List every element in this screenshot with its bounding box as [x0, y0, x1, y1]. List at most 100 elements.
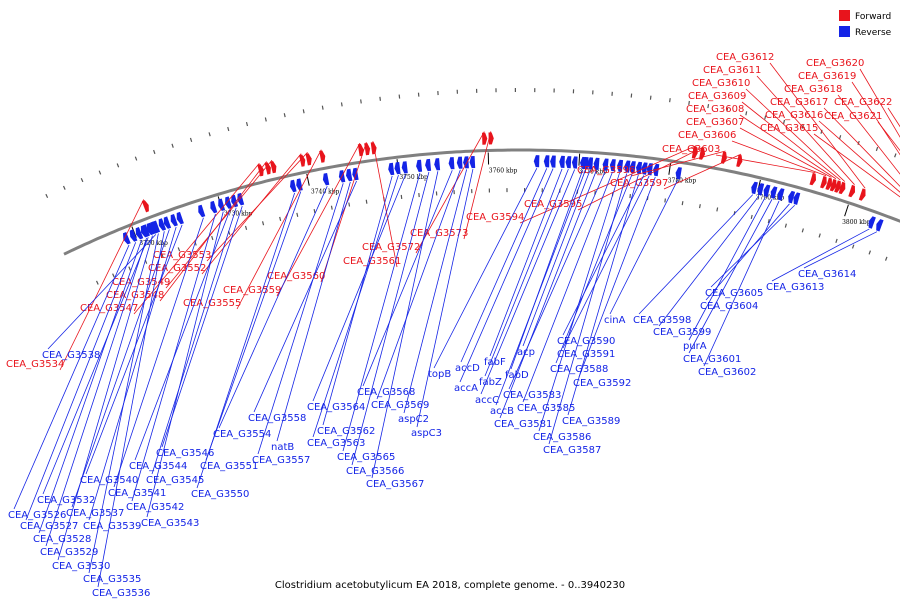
reverse-gene-label: accA	[454, 383, 478, 394]
track-dash	[750, 214, 753, 220]
forward-gene-leader	[415, 131, 485, 254]
reverse-gene-arrow	[150, 221, 158, 234]
reverse-gene-label: CEA_G3598	[633, 315, 691, 326]
forward-gene-label: CEA_G3611	[703, 65, 761, 76]
track-dash	[835, 238, 838, 243]
track-dash	[698, 204, 701, 209]
forward-gene-leader	[206, 152, 308, 262]
reverse-gene-label: CEA_G3583	[503, 390, 561, 401]
reverse-gene-label: CEA_G3588	[550, 364, 608, 375]
track-dash	[820, 129, 823, 134]
forward-gene-label: CEA_G3617	[770, 97, 828, 108]
reverse-gene-leader	[42, 237, 149, 495]
track-dash	[764, 115, 767, 120]
reverse-gene-arrow	[636, 161, 643, 175]
reverse-gene-label: CEA_G3543	[141, 518, 199, 529]
reverse-gene-leader	[538, 172, 620, 432]
reverse-gene-arrow	[582, 157, 589, 170]
forward-gene-label: CEA_G3622	[834, 97, 892, 108]
track-dash	[245, 122, 249, 127]
reverse-gene-leader	[416, 168, 474, 428]
track-dash	[348, 202, 351, 207]
reverse-gene-leader	[97, 231, 165, 588]
forward-gene-arrow	[264, 162, 271, 175]
forward-gene-label: CEA_G3612	[716, 52, 774, 63]
forward-gene-leader	[823, 107, 900, 187]
forward-gene-label: CEA_G3560	[267, 271, 325, 282]
reverse-gene-label: CEA_G3535	[83, 574, 141, 585]
reverse-gene-leader	[710, 204, 795, 288]
reverse-gene-arrow	[401, 161, 408, 174]
forward-gene-arrow	[834, 180, 841, 193]
reverse-gene-leader	[257, 183, 344, 455]
track-dash	[134, 156, 138, 161]
reverse-gene-leader	[688, 199, 773, 354]
legend-forward-label: Forward	[855, 12, 891, 22]
reverse-gene-leader	[499, 170, 597, 419]
forward-gene-label: CEA_G3615	[760, 123, 818, 134]
reverse-gene-label: CEA_G3566	[346, 466, 404, 477]
forward-gene-arrow	[299, 154, 306, 167]
reverse-gene-arrow	[646, 163, 653, 176]
reverse-gene-arrow	[624, 160, 631, 173]
reverse-gene-leader	[688, 197, 766, 341]
reverse-gene-leader	[312, 174, 406, 402]
reverse-gene-arrow	[170, 214, 178, 227]
reverse-gene-label: natB	[271, 442, 294, 453]
reverse-gene-label: CEA_G3565	[337, 452, 395, 463]
reverse-gene-leader	[548, 173, 628, 445]
forward-gene-leader	[59, 199, 145, 371]
scale-tick-label: 3730 kbp	[224, 211, 253, 218]
forward-gene-arrow	[141, 200, 149, 213]
forward-gene-label: CEA_G3610	[692, 78, 750, 89]
reverse-gene-arrow	[617, 159, 624, 172]
reverse-gene-leader	[13, 244, 130, 510]
forward-gene-arrow	[364, 143, 371, 156]
track-dash	[128, 266, 131, 271]
track-dash	[688, 100, 690, 106]
reverse-gene-arrow	[129, 229, 138, 242]
reverse-gene-arrow	[469, 156, 476, 169]
reverse-gene-arrow	[231, 194, 239, 208]
forward-gene-arrow	[829, 179, 837, 192]
reverse-gene-leader	[57, 235, 153, 561]
reverse-gene-label: CEA_G3541	[108, 488, 166, 499]
reverse-gene-arrow	[609, 159, 616, 172]
track-dash	[857, 140, 860, 145]
reverse-gene-label: CEA_G3554	[213, 429, 271, 440]
forward-gene-label: CEA_G3559	[223, 285, 281, 296]
forward-gene-label: CEA_G3534	[6, 359, 64, 370]
reverse-gene-label: CEA_G3539	[83, 521, 141, 532]
forward-gene-leader	[739, 127, 832, 178]
forward-gene-arrow	[357, 143, 364, 157]
reverse-gene-arrow	[198, 204, 206, 218]
reverse-gene-leader	[45, 237, 147, 547]
reverse-gene-label: CEA_G3614	[798, 269, 856, 280]
forward-gene-leader	[731, 140, 827, 177]
reverse-gene-label: CEA_G3613	[766, 282, 824, 293]
scale-tick-label: 3740 kbp	[311, 189, 340, 196]
forward-gene-leader	[165, 159, 273, 289]
reverse-gene-label: CEA_G3604	[700, 301, 758, 312]
map-caption: Clostridium acetobutylicum EA 2018, comp…	[275, 580, 625, 591]
forward-gene-arrow	[319, 150, 326, 163]
scale-tick-label: 3720 kbp	[139, 240, 168, 247]
track-dash	[161, 253, 164, 258]
forward-gene-label: CEA_G3552	[148, 263, 206, 274]
reverse-gene-label: accC	[475, 395, 499, 406]
reverse-gene-leader	[312, 175, 399, 438]
reverse-gene-label: CEA_G3562	[317, 426, 375, 437]
reverse-gene-arrow	[602, 158, 609, 171]
forward-gene-leader	[756, 75, 855, 185]
reverse-gene-arrow	[788, 190, 796, 204]
reverse-gene-label: fabD	[505, 370, 529, 381]
reverse-gene-arrow	[142, 224, 150, 237]
reverse-gene-arrow	[543, 155, 550, 168]
forward-gene-label: CEA_G3621	[824, 111, 882, 122]
forward-gene-leader	[859, 68, 900, 138]
reverse-gene-leader	[803, 231, 878, 269]
reverse-gene-label: CEA_G3589	[562, 416, 620, 427]
track-dash	[818, 233, 821, 238]
reverse-gene-leader	[151, 207, 237, 475]
forward-gene-arrow	[736, 154, 743, 167]
